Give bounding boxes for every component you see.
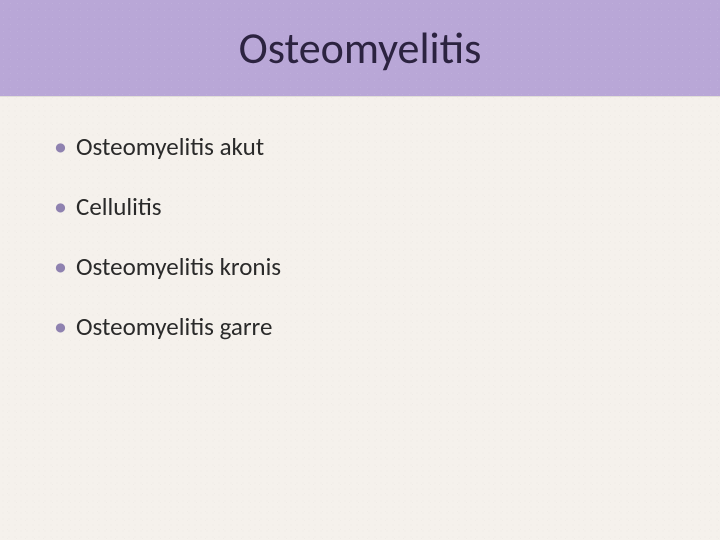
list-item: • Osteomyelitis garre [54,312,666,342]
list-item-text: Osteomyelitis garre [76,312,272,342]
list-item-text: Cellulitis [76,192,162,222]
list-item-text: Osteomyelitis kronis [76,252,281,282]
content-area: • Osteomyelitis akut • Cellulitis • Oste… [0,96,720,342]
slide-title: Osteomyelitis [239,21,482,75]
title-band: Osteomyelitis [0,0,720,96]
slide: Osteomyelitis • Osteomyelitis akut • Cel… [0,0,720,540]
bullet-icon: • [54,133,76,159]
bullet-icon: • [54,313,76,339]
bullet-icon: • [54,253,76,279]
list-item: • Cellulitis [54,192,666,222]
bullet-icon: • [54,193,76,219]
list-item-text: Osteomyelitis akut [76,132,264,162]
list-item: • Osteomyelitis kronis [54,252,666,282]
list-item: • Osteomyelitis akut [54,132,666,162]
